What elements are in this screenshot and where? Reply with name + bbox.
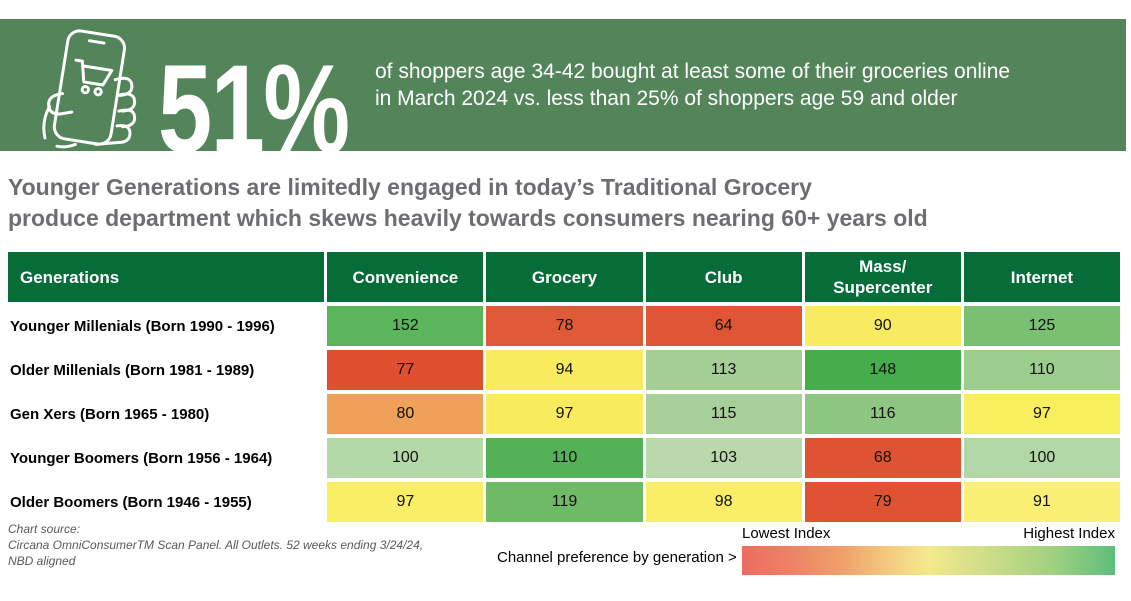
stat-value: 51%	[158, 40, 350, 179]
column-header-grocery: Grocery	[486, 252, 643, 302]
table-row: Younger Millenials (Born 1990 - 1996) 152…	[8, 306, 1120, 346]
legend-caption: Channel preference by generation >	[497, 549, 737, 566]
table-row: Older Millenials (Born 1981 - 1989) 77 94 1…	[8, 350, 1120, 390]
heatmap-cell: 98	[645, 482, 802, 522]
row-label: Older Boomers (Born 1946 - 1955)	[8, 482, 325, 522]
heatmap-table: Generations Convenience Grocery Club Mas…	[5, 248, 1123, 526]
page-title: Younger Generations are limitedly engage…	[8, 172, 1008, 234]
row-label: Younger Boomers (Born 1956 - 1964)	[8, 438, 325, 478]
heatmap-cell: 100	[327, 438, 484, 478]
page-title-line1: Younger Generations are limitedly engage…	[8, 174, 812, 200]
heatmap-cell: 91	[963, 482, 1120, 522]
column-header-generations: Generations	[8, 252, 325, 302]
chart-source: Chart source: Circana OmniConsumerTM Sca…	[8, 521, 478, 569]
legend-highest-label: Highest Index	[1023, 525, 1115, 542]
heatmap-cell: 68	[804, 438, 961, 478]
legend-lowest-label: Lowest Index	[742, 525, 831, 542]
heatmap-cell: 103	[645, 438, 802, 478]
heatmap-cell: 100	[963, 438, 1120, 478]
heatmap-cell: 152	[327, 306, 484, 346]
row-label: Older Millenials (Born 1981 - 1989)	[8, 350, 325, 390]
row-label: Younger Millenials (Born 1990 - 1996)	[8, 306, 325, 346]
chart-source-line2: Circana OmniConsumerTM Scan Panel. All O…	[8, 538, 424, 552]
index-gradient-bar	[742, 546, 1115, 575]
column-header-internet: Internet	[963, 252, 1120, 302]
table-row: Older Boomers (Born 1946 - 1955) 97 119 98 7…	[8, 482, 1120, 522]
row-label: Gen Xers (Born 1965 - 1980)	[8, 394, 325, 434]
heatmap-cell: 94	[486, 350, 643, 390]
table-row: Younger Boomers (Born 1956 - 1964) 100 110…	[8, 438, 1120, 478]
heatmap-cell: 125	[963, 306, 1120, 346]
header-row: Generations Convenience Grocery Club Mas…	[8, 252, 1120, 302]
index-legend: Lowest Index Highest Index	[742, 525, 1115, 575]
phone-shopping-cart-icon	[42, 29, 137, 149]
page-title-line2: produce department which skews heavily t…	[8, 205, 928, 231]
heatmap-cell: 115	[645, 394, 802, 434]
heatmap-cell: 80	[327, 394, 484, 434]
heatmap-cell: 64	[645, 306, 802, 346]
column-header-mass-supercenter: Mass/ Supercenter	[804, 252, 961, 302]
heatmap-cell: 97	[963, 394, 1120, 434]
heatmap-cell: 148	[804, 350, 961, 390]
heatmap-cell: 77	[327, 350, 484, 390]
heatmap-cell: 119	[486, 482, 643, 522]
heatmap-cell: 110	[963, 350, 1120, 390]
chart-source-line1: Chart source:	[8, 522, 81, 536]
heatmap-cell: 79	[804, 482, 961, 522]
heatmap-cell: 113	[645, 350, 802, 390]
stat-banner: 51% of shoppers age 34-42 bought at leas…	[0, 19, 1126, 172]
column-header-convenience: Convenience	[327, 252, 484, 302]
table-row: Gen Xers (Born 1965 - 1980) 80 97 115 116 97	[8, 394, 1120, 434]
stat-description: of shoppers age 34-42 bought at least so…	[375, 19, 1010, 151]
heatmap-cell: 97	[327, 482, 484, 522]
column-header-club: Club	[645, 252, 802, 302]
heatmap-cell: 97	[486, 394, 643, 434]
stat-description-line2: in March 2024 vs. less than 25% of shopp…	[375, 87, 958, 110]
heatmap-cell: 90	[804, 306, 961, 346]
heatmap-cell: 78	[486, 306, 643, 346]
heatmap-cell: 110	[486, 438, 643, 478]
heatmap-cell: 116	[804, 394, 961, 434]
stat-description-line1: of shoppers age 34-42 bought at least so…	[375, 60, 1011, 83]
chart-source-line3: NBD aligned	[8, 554, 76, 568]
